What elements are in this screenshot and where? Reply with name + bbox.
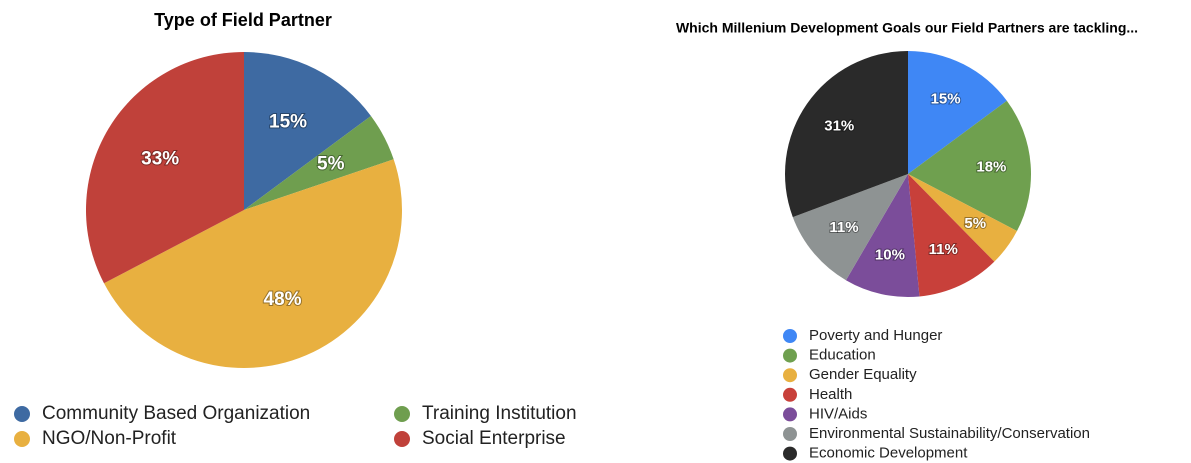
pie-slice — [785, 51, 908, 218]
legend-label: Community Based Organization — [42, 403, 310, 424]
legend-marker — [783, 329, 797, 343]
legend-label: Training Institution — [422, 403, 577, 424]
pie-slice — [908, 100, 1031, 232]
data-label: 15% — [269, 112, 307, 133]
data-label: 11% — [929, 241, 958, 258]
legend-marker — [783, 368, 797, 383]
data-label: 15% — [931, 90, 961, 107]
chart-title: Which Millenium Development Goals our Fi… — [676, 20, 1138, 36]
pie-slice — [104, 159, 403, 368]
legend-marker — [14, 431, 30, 447]
legend-marker — [783, 407, 797, 422]
legend-marker — [14, 406, 30, 422]
pie-slice — [908, 174, 995, 297]
legend-label: Health — [809, 386, 852, 403]
legend-label: HIV/Aids — [809, 405, 867, 422]
pie-slice — [908, 174, 1017, 262]
legend-marker — [783, 446, 797, 461]
legend-label: NGO/Non-Profit — [42, 428, 177, 449]
legend-label: Gender Equality — [809, 366, 917, 383]
pie-slice — [792, 174, 908, 281]
data-label: 33% — [141, 148, 179, 169]
data-label: 31% — [824, 117, 854, 134]
data-label: 5% — [964, 215, 986, 232]
pie-slice — [845, 174, 920, 297]
data-label: 11% — [829, 219, 858, 236]
data-label: 18% — [976, 158, 1006, 175]
legend-marker — [783, 387, 797, 402]
legend-marker — [783, 348, 797, 363]
legend-label: Economic Development — [809, 445, 968, 462]
data-label: 48% — [264, 289, 302, 310]
legend-label: Poverty and Hunger — [809, 327, 942, 344]
data-label: 5% — [317, 154, 345, 175]
legend-marker — [394, 431, 410, 447]
legend-label: Social Enterprise — [422, 428, 566, 449]
pie-slice — [244, 115, 394, 210]
pie-slice — [85, 52, 245, 284]
legend-label: Environmental Sustainability/Conservatio… — [809, 425, 1090, 442]
legend-marker — [394, 406, 410, 422]
legend-label: Education — [809, 347, 876, 364]
pie-slice — [908, 51, 1007, 174]
chart-title: Type of Field Partner — [154, 10, 332, 30]
data-label: 10% — [875, 247, 905, 264]
pie-slice — [244, 52, 371, 210]
legend-marker — [783, 427, 797, 441]
